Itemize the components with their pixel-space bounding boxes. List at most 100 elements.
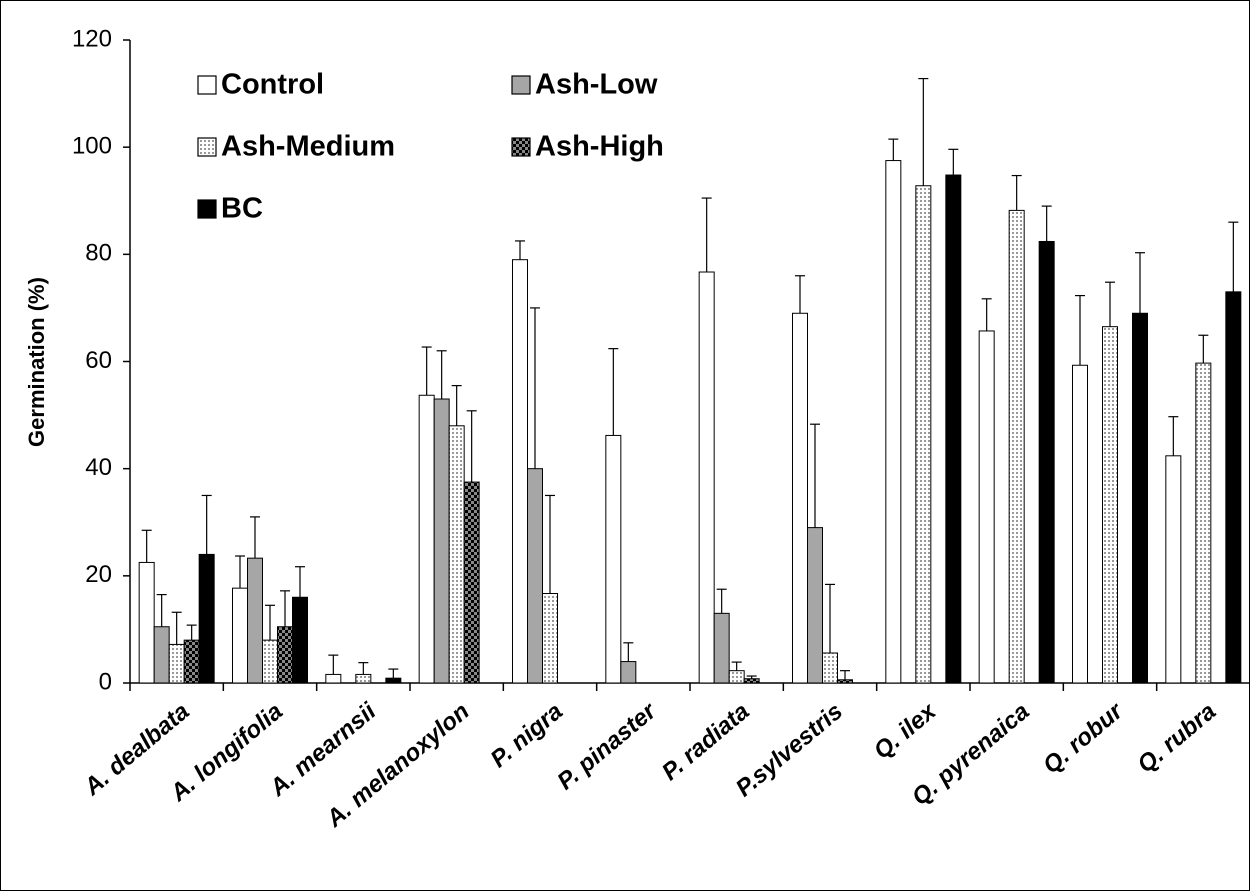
bar (138, 561, 155, 684)
bar (463, 481, 480, 684)
bar (1008, 209, 1025, 684)
bar (448, 425, 465, 684)
bar (292, 596, 308, 684)
error-bar (358, 662, 369, 675)
y-tick-label: 80 (85, 240, 112, 267)
bar (1132, 312, 1148, 684)
bar (605, 434, 622, 684)
bar (168, 643, 185, 684)
bar (325, 673, 342, 684)
error-bar (265, 604, 275, 641)
bar (743, 678, 760, 684)
bar (1102, 326, 1118, 684)
error-bar (466, 410, 477, 483)
bar (1038, 240, 1055, 684)
error-bar (1228, 221, 1239, 292)
bar (385, 677, 402, 684)
error-bar (716, 588, 727, 614)
error-bar (746, 675, 757, 679)
error-bar (608, 348, 619, 436)
error-bar (436, 350, 447, 400)
bar (153, 626, 170, 684)
x-tick-label: Q. ilex (869, 697, 943, 765)
error-bar (840, 670, 850, 680)
bar (807, 527, 823, 684)
error-bar (171, 611, 182, 645)
bar (915, 185, 932, 684)
bar (1165, 455, 1182, 684)
y-tick-label: 120 (72, 25, 112, 52)
bar (620, 661, 637, 684)
error-bar (1168, 416, 1179, 456)
error-bar (1198, 334, 1209, 364)
legend-swatch (197, 137, 217, 157)
error-bar (948, 148, 959, 176)
error-bar (421, 346, 432, 396)
bar (527, 468, 543, 684)
error-bar (545, 494, 555, 594)
y-tick-label: 0 (99, 668, 112, 695)
error-bar (201, 494, 212, 555)
bar (247, 557, 263, 684)
error-bar (1011, 174, 1022, 211)
error-bar (1105, 281, 1115, 327)
x-tick-label: P. pinaster (552, 697, 662, 796)
error-bar (156, 593, 167, 627)
error-bar (328, 654, 339, 675)
y-tick-label: 100 (72, 133, 112, 160)
x-tick-label: Q. rubra (1132, 698, 1221, 779)
bar (945, 174, 962, 684)
error-bar (731, 661, 742, 671)
y-tick-label: 60 (85, 347, 112, 374)
y-tick-label: 40 (85, 454, 112, 481)
legend-label: BC (221, 193, 263, 225)
error-bar (250, 516, 260, 559)
error-bar (795, 275, 805, 314)
error-bar (701, 197, 712, 273)
error-bar (1075, 294, 1085, 366)
legend-label: Ash-High (535, 131, 664, 163)
y-tick-label: 20 (85, 561, 112, 588)
error-bar (623, 642, 634, 662)
error-bar (530, 307, 540, 469)
error-bar (280, 590, 290, 627)
bar (198, 553, 215, 684)
bar (355, 673, 372, 684)
error-bar (888, 138, 899, 161)
error-bar (981, 298, 992, 331)
bar (728, 670, 745, 684)
error-bar (186, 624, 197, 641)
x-tick-label: Q. robur (1038, 697, 1129, 780)
error-bar (295, 566, 305, 598)
bar (713, 612, 730, 684)
bar (885, 160, 902, 684)
error-bar (141, 529, 152, 563)
error-bar (515, 240, 525, 260)
error-bar (918, 77, 929, 186)
bar (837, 679, 853, 684)
error-bar (235, 555, 245, 589)
bar (232, 587, 248, 684)
bar (277, 626, 293, 684)
bar (1072, 364, 1088, 684)
bar (792, 312, 808, 684)
error-bar (1135, 252, 1145, 314)
bar (978, 330, 995, 684)
bar (512, 259, 528, 684)
bar (1225, 291, 1242, 684)
bar (433, 398, 450, 684)
legend-swatch (197, 199, 217, 219)
bar (1195, 362, 1212, 684)
bar (418, 394, 435, 684)
error-bar (451, 385, 462, 426)
legend-label: Ash-Low (535, 69, 658, 101)
error-bar (825, 583, 835, 653)
x-tick-label: P. nigra (486, 698, 568, 773)
error-bar (810, 423, 820, 528)
error-bar (1041, 205, 1052, 242)
bar (542, 593, 558, 684)
bar (698, 271, 715, 684)
legend-swatch (197, 75, 217, 95)
legend-label: Control (221, 69, 324, 101)
